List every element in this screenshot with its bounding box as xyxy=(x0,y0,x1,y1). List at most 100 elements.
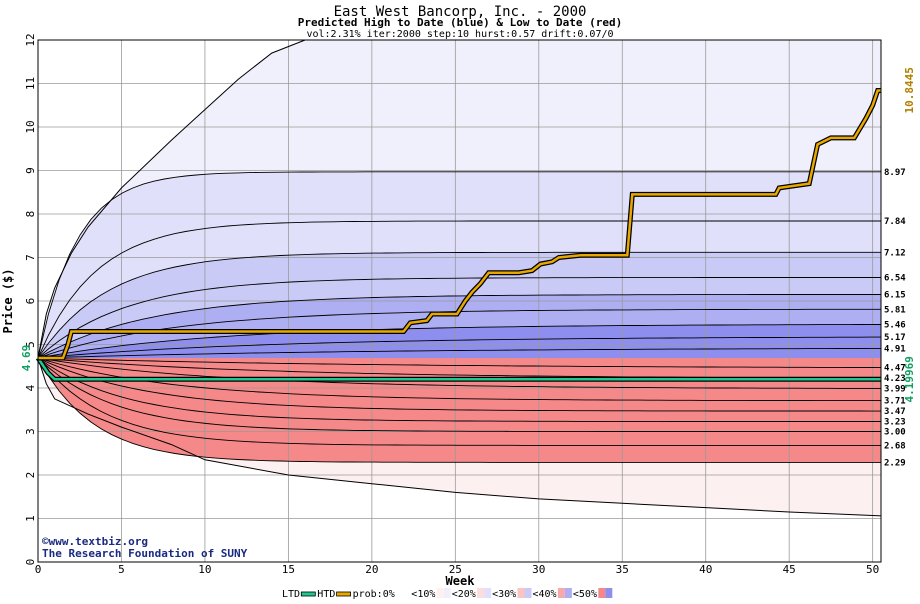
x-tick-label: 25 xyxy=(449,563,462,576)
y-tick-label: 0 xyxy=(24,559,37,566)
contour-value-label: 8.97 xyxy=(884,168,906,178)
high-contour-line xyxy=(37,277,881,359)
contour-value-label: 6.15 xyxy=(884,290,906,300)
y-tick-label: 8 xyxy=(24,211,37,218)
contour-value-label: 3.99 xyxy=(884,384,906,394)
legend-prob-item: <40% xyxy=(533,589,557,600)
high-contour-line xyxy=(37,220,881,359)
legend: LTD HTD prob:0% <10% <20% <30% <40% <50% xyxy=(282,588,613,600)
legend-red-swatch xyxy=(598,588,606,598)
x-tick-label: 45 xyxy=(783,563,796,576)
start-price-label: 4.69 xyxy=(20,345,33,372)
legend-htd-label: HTD xyxy=(317,589,335,600)
contour-value-label: 7.12 xyxy=(884,248,906,258)
contour-value-label: 5.46 xyxy=(884,320,906,330)
contour-value-label: 4.23 xyxy=(884,374,906,384)
plot-frame xyxy=(37,39,882,563)
high-contour-line xyxy=(37,324,881,359)
x-tick-label: 40 xyxy=(699,563,712,576)
low-contour-line xyxy=(37,357,881,412)
y-tick-label: 3 xyxy=(24,428,37,435)
high-contour-line xyxy=(37,336,881,359)
legend-htd-swatch xyxy=(336,591,352,597)
y-tick-label: 12 xyxy=(24,33,37,46)
contour-value-label: 2.29 xyxy=(884,458,906,468)
legend-red-swatch xyxy=(517,588,525,598)
legend-prob-label: prob:0% xyxy=(353,589,395,600)
x-tick-label: 5 xyxy=(118,563,125,576)
copyright-text: ©www.textbiz.org xyxy=(42,535,148,548)
final-low-label: 4.19969 xyxy=(903,356,916,402)
low-contour-line xyxy=(37,357,881,446)
y-tick-label: 11 xyxy=(24,77,37,90)
high-contour-line xyxy=(37,347,881,359)
low-contour-line xyxy=(37,357,881,389)
y-tick-label: 5 xyxy=(24,341,37,348)
contour-value-label: 3.47 xyxy=(884,407,906,417)
legend-prob-item: <20% xyxy=(452,589,476,600)
low-contour-line xyxy=(37,357,881,402)
legend-red-swatch xyxy=(557,588,565,598)
htd-series-line xyxy=(38,89,881,360)
contour-value-label: 7.84 xyxy=(884,217,906,227)
contour-value-label: 6.54 xyxy=(884,274,906,284)
legend-ltd-label: LTD xyxy=(282,589,300,600)
x-tick-label: 50 xyxy=(866,563,879,576)
contour-value-label: 2.68 xyxy=(884,441,906,451)
legend-blue-swatch xyxy=(605,588,613,598)
contour-value-label: 5.81 xyxy=(884,305,906,315)
x-tick-label: 0 xyxy=(35,563,42,576)
low-contour-line xyxy=(37,357,881,463)
legend-prob-item: <10% xyxy=(411,589,435,600)
y-tick-label: 9 xyxy=(24,167,37,174)
series-lines xyxy=(35,88,881,382)
y-tick-label: 10 xyxy=(24,120,37,133)
legend-prob-item: <30% xyxy=(492,589,516,600)
low-contour-line xyxy=(37,357,881,422)
x-tick-label: 30 xyxy=(532,563,545,576)
outer-low-envelope xyxy=(37,357,882,517)
y-tick-label: 6 xyxy=(24,298,37,305)
high-contour-line xyxy=(37,294,881,359)
legend-ltd-swatch xyxy=(300,591,316,597)
y-tick-label: 7 xyxy=(24,254,37,261)
final-high-label: 10.8445 xyxy=(903,67,916,113)
chart-subtitle: Predicted High to Date (blue) & Low to D… xyxy=(298,16,623,29)
legend-red-swatch xyxy=(436,588,444,598)
contour-value-label: 5.17 xyxy=(884,333,906,343)
high-band-9 xyxy=(38,348,881,358)
organization-text: The Research Foundation of SUNY xyxy=(42,547,248,560)
x-axis-title: Week xyxy=(446,574,476,588)
contour-value-label: 3.00 xyxy=(884,428,906,438)
outer-high-envelope xyxy=(37,39,306,359)
y-tick-label: 4 xyxy=(24,384,37,391)
contour-value-label: 4.91 xyxy=(884,344,906,354)
x-tick-label: 10 xyxy=(198,563,211,576)
contour-value-label: 3.23 xyxy=(884,417,906,427)
legend-red-swatch xyxy=(396,588,404,598)
ltd-series-line xyxy=(36,357,881,381)
contour-value-labels: 8.97 7.84 7.12 6.54 6.15 5.81 5.46 5.174.91 4.47… xyxy=(20,67,916,468)
legend-blue-swatch xyxy=(484,588,492,598)
high-contour-line xyxy=(37,171,881,359)
contour-value-label: 4.47 xyxy=(884,364,906,374)
y-tick-label: 1 xyxy=(24,515,37,522)
y-axis-title: Price ($) xyxy=(1,268,15,333)
contour-value-label: 3.71 xyxy=(884,397,906,407)
chart-params: vol:2.31% iter:2000 step:10 hurst:0.57 d… xyxy=(306,29,613,40)
legend-blue-swatch xyxy=(443,588,451,598)
legend-blue-swatch xyxy=(403,588,411,598)
legend-red-swatch xyxy=(477,588,485,598)
y-tick-label: 2 xyxy=(24,472,37,479)
legend-blue-swatch xyxy=(524,588,532,598)
legend-prob-item: <50% xyxy=(573,589,597,600)
low-contour-line xyxy=(37,357,881,432)
low-contour-line xyxy=(37,357,882,369)
high-contour-line xyxy=(37,251,881,359)
x-tick-label: 15 xyxy=(282,563,295,576)
chart-title: East West Bancorp, Inc. - 2000 xyxy=(334,4,587,20)
x-tick-label: 20 xyxy=(365,563,378,576)
